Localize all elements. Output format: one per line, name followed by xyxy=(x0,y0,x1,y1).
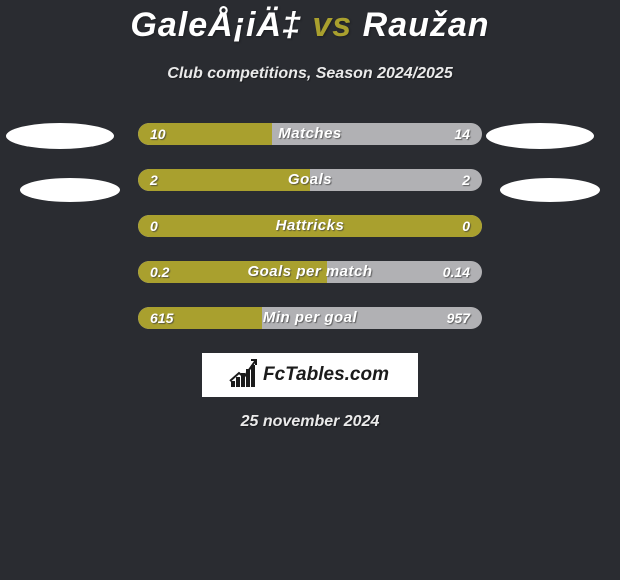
stat-right-value: 0 xyxy=(462,215,470,237)
date-label: 25 november 2024 xyxy=(0,413,620,431)
stat-label: Matches xyxy=(138,123,482,145)
stat-right-value: 14 xyxy=(454,123,470,145)
title-vs: vs xyxy=(312,6,352,44)
avatar-placeholder xyxy=(500,178,600,202)
stats-bars: 10Matches14 2Goals2 0Hattricks0 0.2Goals pe… xyxy=(138,123,482,329)
stat-label: Goals xyxy=(138,169,482,191)
stat-label: Hattricks xyxy=(138,215,482,237)
title-player2: Raužan xyxy=(363,6,490,44)
logo-text: FcTables.com xyxy=(263,364,389,386)
stat-right-value: 0.14 xyxy=(443,261,470,283)
stat-right-value: 2 xyxy=(462,169,470,191)
stat-bar: 2Goals2 xyxy=(138,169,482,191)
page-title: GaleÅ¡iÄ‡ vs Raužan xyxy=(0,0,620,45)
stat-bar: 615Min per goal957 xyxy=(138,307,482,329)
title-player1: GaleÅ¡iÄ‡ xyxy=(130,6,302,44)
logo-box: FcTables.com xyxy=(202,353,418,397)
subtitle: Club competitions, Season 2024/2025 xyxy=(0,65,620,83)
stat-bar: 0Hattricks0 xyxy=(138,215,482,237)
bar-chart-icon xyxy=(231,363,259,387)
avatar-placeholder xyxy=(486,123,594,149)
stat-label: Min per goal xyxy=(138,307,482,329)
stat-right-value: 957 xyxy=(447,307,470,329)
stat-label: Goals per match xyxy=(138,261,482,283)
stat-bar: 0.2Goals per match0.14 xyxy=(138,261,482,283)
avatar-placeholder xyxy=(6,123,114,149)
avatar-placeholder xyxy=(20,178,120,202)
stat-bar: 10Matches14 xyxy=(138,123,482,145)
